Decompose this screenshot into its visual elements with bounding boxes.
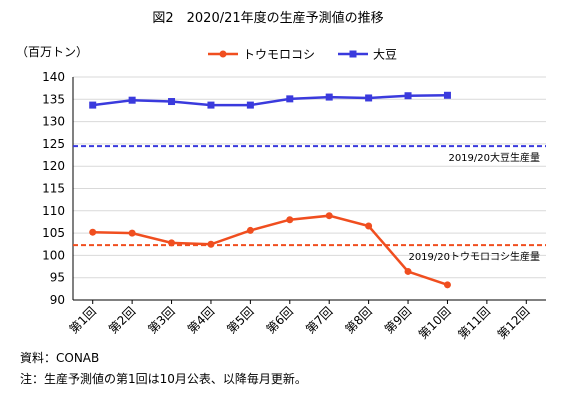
y-tick-label: 120 bbox=[42, 159, 65, 173]
data-point bbox=[207, 240, 215, 248]
data-point bbox=[246, 101, 254, 109]
data-point bbox=[365, 94, 373, 102]
y-axis-label: （百万トン） bbox=[16, 45, 88, 59]
x-tick-label: 第5回 bbox=[224, 304, 256, 336]
data-point bbox=[404, 267, 412, 275]
chart-title: 図2 2020/21年度の生産予測値の推移 bbox=[152, 10, 383, 26]
x-tick-label: 第12回 bbox=[495, 304, 533, 342]
y-tick-label: 115 bbox=[42, 182, 65, 196]
y-tick-label: 95 bbox=[50, 271, 65, 285]
y-tick-label: 100 bbox=[42, 248, 65, 262]
y-tick-label: 130 bbox=[42, 115, 65, 129]
x-tick-label: 第9回 bbox=[382, 304, 414, 336]
y-tick-label: 135 bbox=[42, 92, 65, 106]
axes: 90 95 100 105 110 115 120 125 130 135 140 第1回 第2回 第3回… bbox=[42, 70, 546, 342]
x-tick-label: 第2回 bbox=[106, 304, 138, 336]
y-tick-label: 110 bbox=[42, 204, 65, 218]
source-note: 資料：CONAB bbox=[20, 351, 100, 365]
reference-line-label: 2019/20大豆生産量 bbox=[448, 151, 540, 164]
series bbox=[89, 91, 451, 289]
data-point bbox=[325, 93, 333, 101]
x-tick-label: 第3回 bbox=[145, 304, 177, 336]
legend: トウモロコシ 大豆 bbox=[208, 48, 397, 62]
data-point bbox=[443, 91, 451, 99]
data-point bbox=[246, 226, 254, 234]
data-point bbox=[168, 98, 176, 106]
data-point bbox=[207, 101, 215, 109]
y-tick-label: 125 bbox=[42, 137, 65, 151]
data-point bbox=[128, 229, 136, 237]
y-tick-label: 105 bbox=[42, 226, 65, 240]
x-tick-label: 第8回 bbox=[342, 304, 374, 336]
reference-lines: 2019/20大豆生産量 2019/20トウモロコシ生産量 bbox=[73, 145, 546, 263]
data-point bbox=[89, 228, 97, 236]
data-point bbox=[128, 96, 136, 104]
x-tick-label: 第7回 bbox=[303, 304, 335, 336]
y-tick-label: 90 bbox=[50, 293, 65, 307]
series-line bbox=[92, 94, 448, 107]
data-point bbox=[404, 92, 412, 100]
reference-line-label: 2019/20トウモロコシ生産量 bbox=[408, 250, 540, 263]
data-point bbox=[286, 216, 294, 224]
legend-label: トウモロコシ bbox=[243, 48, 315, 62]
x-tick-label: 第6回 bbox=[264, 304, 296, 336]
data-point bbox=[365, 222, 373, 230]
series-line bbox=[92, 214, 448, 286]
x-tick-label: 第10回 bbox=[416, 304, 454, 342]
footnote: 注：生産予測値の第1回は10月公表、以降毎月更新。 bbox=[20, 372, 307, 386]
legend-label: 大豆 bbox=[373, 48, 397, 62]
legend-marker bbox=[349, 50, 357, 58]
legend-marker bbox=[219, 50, 227, 58]
x-tick-label: 第11回 bbox=[455, 304, 493, 342]
y-tick-label: 140 bbox=[42, 70, 65, 84]
x-tick-label: 第1回 bbox=[67, 304, 99, 336]
data-point bbox=[325, 212, 333, 220]
grid bbox=[73, 76, 546, 279]
data-point bbox=[168, 239, 176, 247]
data-point bbox=[286, 95, 294, 103]
x-tick-label: 第4回 bbox=[185, 304, 217, 336]
data-point bbox=[89, 101, 97, 109]
data-point bbox=[443, 281, 451, 289]
